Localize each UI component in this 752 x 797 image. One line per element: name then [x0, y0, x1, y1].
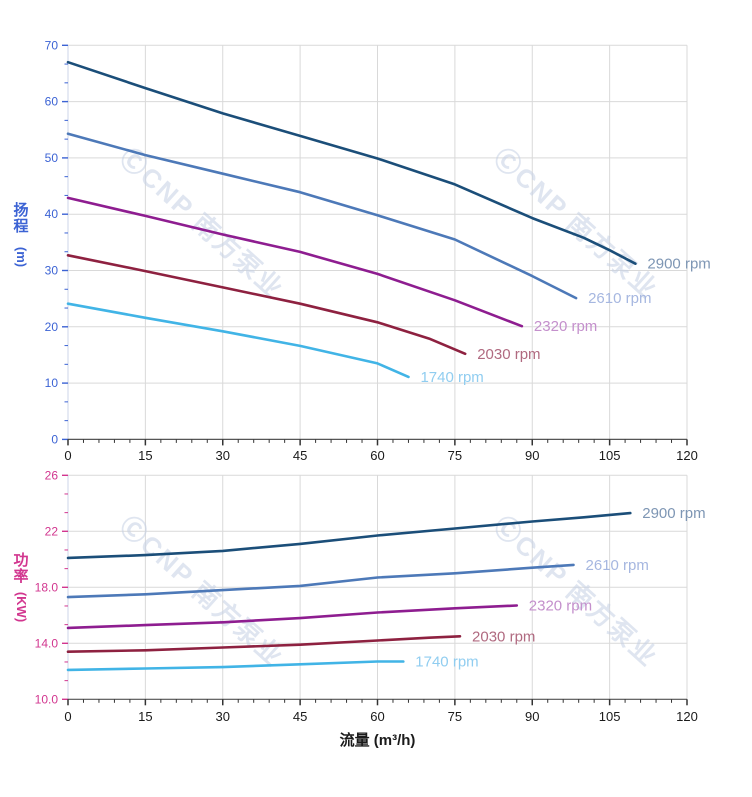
x-axis-tick-label: 60 — [370, 448, 384, 463]
watermark: ⒸCNP 南方泵业 — [488, 142, 664, 305]
y-axis-tick-label: 50 — [45, 151, 59, 165]
rpm-curve-label-2610: 2610 rpm — [588, 290, 651, 307]
x-axis-tick-label: 0 — [64, 709, 71, 724]
watermark: ⒸCNP 南方泵业 — [114, 142, 290, 305]
x-axis-tick-label: 105 — [599, 709, 621, 724]
power-axis-title-char1: 功 — [13, 552, 29, 569]
x-axis-tick-label: 15 — [138, 448, 152, 463]
y-axis-tick-label: 0 — [51, 432, 58, 446]
rpm-curve-2900 — [66, 511, 632, 560]
y-axis-tick-label: 60 — [45, 95, 59, 109]
x-axis-tick-label: 90 — [525, 448, 539, 463]
rpm-curve-label-1740: 1740 rpm — [420, 369, 483, 386]
y-axis-tick-label: 20 — [45, 320, 59, 334]
x-axis-tick-label: 30 — [216, 448, 230, 463]
y-axis-tick-label: 70 — [45, 38, 59, 52]
x-axis-tick-label: 0 — [64, 448, 71, 463]
head-axis-unit: (m) — [14, 246, 29, 268]
x-axis-tick-label: 75 — [448, 448, 462, 463]
y-axis-tick-label: 22 — [45, 524, 59, 538]
rpm-curve-label-2320: 2320 rpm — [534, 318, 597, 335]
head-chart: ⒸCNP 南方泵业 ⒸCNP 南方泵业 0 10 20 30 40 50 60 70 0 15 30 45… — [45, 38, 711, 463]
rpm-curve-label-2320: 2320 rpm — [529, 598, 592, 615]
x-axis-tick-label: 105 — [599, 448, 621, 463]
y-axis-tick-label: 18.0 — [35, 580, 59, 594]
rpm-curve-label-2030: 2030 rpm — [477, 346, 540, 363]
power-axis-title-char2: 率 — [13, 568, 29, 585]
rpm-curve-label-2610: 2610 rpm — [586, 557, 649, 574]
x-axis-tick-label: 120 — [676, 448, 698, 463]
y-axis-tick-label: 14.0 — [35, 636, 59, 650]
x-axis-tick-label: 45 — [293, 448, 307, 463]
x-axis-tick-label: 30 — [216, 709, 230, 724]
rpm-curve-1740 — [66, 302, 410, 379]
y-axis-tick-label: 26 — [45, 468, 59, 482]
x-axis-tick-label: 120 — [676, 709, 698, 724]
rpm-curve-1740 — [66, 660, 405, 672]
x-axis-tick-label: 15 — [138, 709, 152, 724]
y-axis-tick-label: 10.0 — [35, 692, 59, 706]
power-axis-title: 功 率 (KW) — [8, 552, 34, 623]
rpm-curve-label-2030: 2030 rpm — [472, 628, 535, 645]
x-axis-tick-label: 90 — [525, 709, 539, 724]
flow-axis-title: 流量 (m³/h) — [339, 732, 416, 749]
rpm-curve-2030 — [66, 254, 467, 356]
power-axis-unit: (KW) — [14, 591, 30, 623]
rpm-curve-2320 — [66, 196, 524, 328]
head-axis-title-char1: 扬 — [13, 202, 29, 219]
rpm-curve-label-2900: 2900 rpm — [647, 256, 710, 273]
y-axis-tick-label: 10 — [45, 376, 59, 390]
rpm-curve-label-1740: 1740 rpm — [415, 654, 478, 671]
y-axis-tick-label: 30 — [45, 264, 59, 278]
head-axis-title: 扬 程 (m) — [8, 202, 34, 268]
rpm-curve-2320 — [66, 604, 519, 630]
y-axis-tick-label: 40 — [45, 207, 59, 221]
rpm-curve-2900 — [66, 60, 637, 265]
rpm-curve-2610 — [66, 563, 575, 599]
watermark: ⒸCNP 南方泵业 — [488, 510, 664, 673]
head-axis-title-char2: 程 — [13, 218, 29, 235]
rpm-curve-2030 — [66, 635, 462, 653]
rpm-curve-2610 — [66, 132, 578, 300]
x-axis-tick-label: 75 — [448, 709, 462, 724]
x-axis-tick-label: 60 — [370, 709, 384, 724]
x-axis-tick-label: 45 — [293, 709, 307, 724]
rpm-curve-label-2900: 2900 rpm — [642, 505, 705, 522]
